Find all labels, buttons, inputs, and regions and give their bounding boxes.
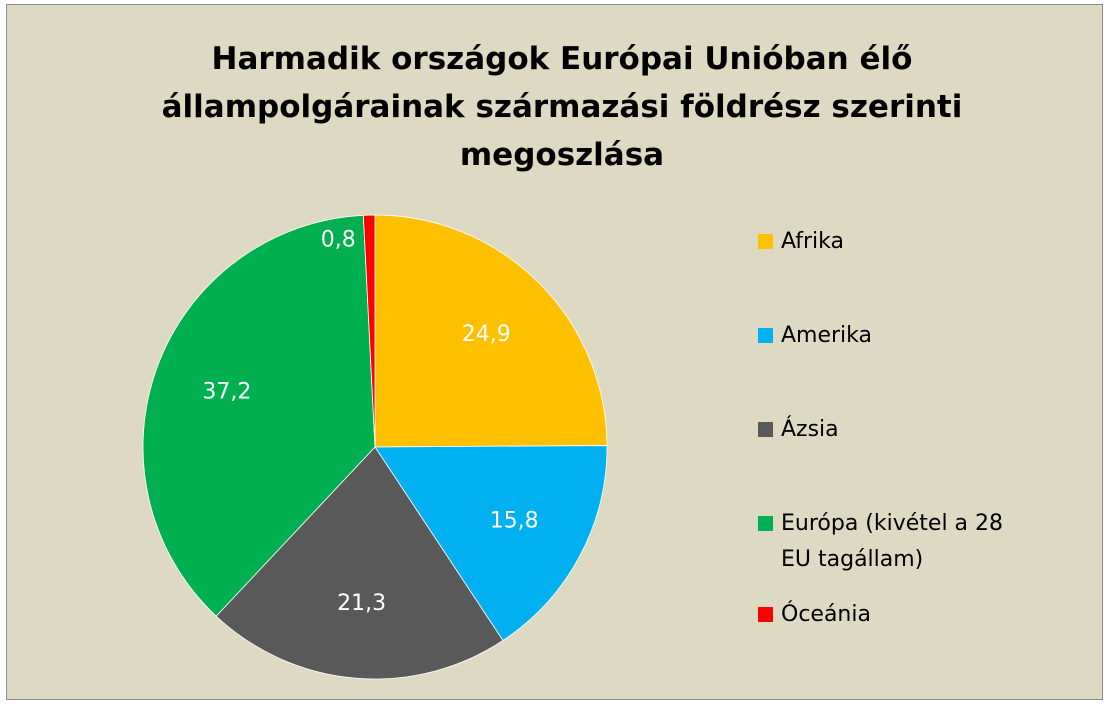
- legend-item: Afrika: [758, 224, 1078, 260]
- legend-label: Európa (kivétel a 28 EU tagállam): [781, 511, 1004, 572]
- legend-label: Óceánia: [781, 602, 871, 627]
- legend-item: Európa (kivétel a 28 EU tagállam): [758, 506, 1078, 578]
- pie-slice: [374, 445, 608, 642]
- legend-swatch: [758, 422, 773, 437]
- legend-swatch: [758, 516, 773, 531]
- legend-item: Óceánia: [758, 597, 1078, 633]
- data-label: 37,2: [202, 380, 251, 405]
- pie-slice: [362, 214, 376, 448]
- pie-slice: [142, 214, 376, 617]
- legend-item: Ázsia: [758, 412, 1078, 448]
- legend-label: Amerika: [781, 323, 873, 348]
- legend-item: Amerika: [758, 318, 1078, 354]
- legend-label: Afrika: [781, 229, 845, 254]
- data-label: 15,8: [490, 508, 539, 533]
- pie-slice: [374, 214, 608, 448]
- legend-swatch: [758, 607, 773, 622]
- data-label: 24,9: [462, 322, 511, 347]
- legend-swatch: [758, 328, 773, 343]
- pie-slice: [215, 446, 504, 680]
- data-label: 0,8: [321, 227, 356, 252]
- legend-swatch: [758, 234, 773, 249]
- data-label: 21,3: [337, 591, 386, 616]
- legend-label: Ázsia: [781, 417, 839, 442]
- chart-title: Harmadik országok Európai Unióban élő ál…: [161, 41, 963, 173]
